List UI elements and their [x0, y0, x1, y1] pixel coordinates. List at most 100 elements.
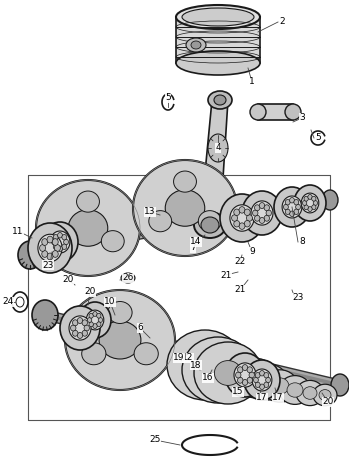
- Ellipse shape: [73, 320, 78, 326]
- Ellipse shape: [98, 318, 103, 323]
- Ellipse shape: [290, 198, 295, 203]
- Ellipse shape: [242, 365, 248, 370]
- Text: 20: 20: [62, 276, 74, 285]
- Ellipse shape: [86, 310, 104, 330]
- Ellipse shape: [28, 223, 72, 273]
- Ellipse shape: [93, 323, 97, 329]
- Ellipse shape: [238, 367, 243, 373]
- Text: 11: 11: [12, 228, 24, 237]
- Ellipse shape: [266, 210, 272, 216]
- Ellipse shape: [251, 201, 273, 225]
- Text: 14: 14: [190, 238, 202, 247]
- Ellipse shape: [50, 231, 70, 253]
- Ellipse shape: [203, 357, 232, 383]
- Ellipse shape: [42, 222, 78, 262]
- Text: 20: 20: [84, 287, 96, 296]
- Ellipse shape: [58, 246, 62, 251]
- Ellipse shape: [149, 210, 172, 232]
- Ellipse shape: [194, 212, 226, 238]
- Text: 9: 9: [249, 247, 255, 257]
- Ellipse shape: [254, 205, 260, 211]
- Polygon shape: [100, 200, 172, 235]
- Text: 12: 12: [182, 353, 194, 362]
- Ellipse shape: [285, 200, 290, 205]
- Text: 3: 3: [299, 114, 305, 123]
- Ellipse shape: [42, 251, 48, 257]
- Ellipse shape: [260, 384, 265, 390]
- Ellipse shape: [264, 215, 269, 221]
- Ellipse shape: [271, 378, 289, 394]
- Ellipse shape: [242, 380, 248, 385]
- Ellipse shape: [79, 302, 111, 338]
- Text: 16: 16: [202, 373, 214, 382]
- Text: 23: 23: [42, 260, 54, 269]
- Ellipse shape: [108, 302, 132, 323]
- Text: 19: 19: [173, 353, 185, 362]
- Ellipse shape: [301, 193, 319, 213]
- Ellipse shape: [47, 253, 53, 260]
- Ellipse shape: [312, 205, 316, 210]
- Text: 15: 15: [232, 388, 244, 397]
- Ellipse shape: [77, 318, 83, 323]
- Ellipse shape: [52, 238, 58, 246]
- Ellipse shape: [287, 383, 303, 397]
- Ellipse shape: [247, 377, 252, 383]
- Ellipse shape: [250, 104, 266, 120]
- Ellipse shape: [38, 234, 62, 262]
- Ellipse shape: [82, 343, 106, 365]
- Ellipse shape: [68, 210, 108, 246]
- Ellipse shape: [254, 215, 260, 221]
- Ellipse shape: [238, 377, 243, 383]
- Ellipse shape: [89, 322, 93, 327]
- Text: 13: 13: [144, 208, 156, 217]
- Text: 26: 26: [122, 274, 134, 283]
- Text: 25: 25: [149, 436, 161, 445]
- Ellipse shape: [230, 205, 254, 231]
- Ellipse shape: [182, 8, 254, 26]
- Ellipse shape: [77, 332, 83, 338]
- Ellipse shape: [285, 209, 290, 215]
- Ellipse shape: [303, 200, 307, 205]
- Text: 20: 20: [322, 398, 334, 407]
- Ellipse shape: [54, 245, 60, 251]
- Ellipse shape: [303, 387, 317, 399]
- Ellipse shape: [294, 209, 299, 215]
- Ellipse shape: [165, 190, 205, 226]
- Ellipse shape: [331, 374, 349, 396]
- Ellipse shape: [283, 204, 288, 209]
- Text: 7: 7: [190, 244, 196, 253]
- Ellipse shape: [319, 390, 331, 400]
- Ellipse shape: [208, 134, 228, 162]
- Ellipse shape: [249, 372, 254, 378]
- Ellipse shape: [259, 203, 265, 209]
- Ellipse shape: [234, 363, 256, 387]
- Ellipse shape: [242, 191, 282, 235]
- Text: 5: 5: [165, 94, 171, 103]
- Ellipse shape: [18, 241, 42, 269]
- Ellipse shape: [322, 190, 338, 210]
- Text: 17: 17: [256, 393, 268, 402]
- Ellipse shape: [239, 207, 245, 213]
- Ellipse shape: [84, 325, 89, 331]
- Text: 24: 24: [2, 297, 14, 306]
- Ellipse shape: [53, 235, 58, 240]
- Text: 4: 4: [215, 143, 221, 152]
- Ellipse shape: [252, 369, 272, 391]
- Text: 10: 10: [104, 297, 116, 306]
- Polygon shape: [258, 104, 293, 120]
- Ellipse shape: [89, 314, 93, 318]
- Ellipse shape: [176, 51, 260, 75]
- Ellipse shape: [190, 351, 220, 379]
- Ellipse shape: [69, 316, 91, 340]
- Ellipse shape: [73, 330, 78, 336]
- Text: 8: 8: [299, 238, 305, 247]
- Ellipse shape: [246, 215, 252, 221]
- Ellipse shape: [255, 382, 260, 388]
- Ellipse shape: [255, 372, 260, 378]
- Text: 17: 17: [272, 393, 284, 402]
- Ellipse shape: [290, 211, 295, 217]
- Ellipse shape: [198, 210, 221, 232]
- Ellipse shape: [201, 217, 219, 233]
- Ellipse shape: [308, 207, 312, 211]
- Ellipse shape: [97, 314, 101, 318]
